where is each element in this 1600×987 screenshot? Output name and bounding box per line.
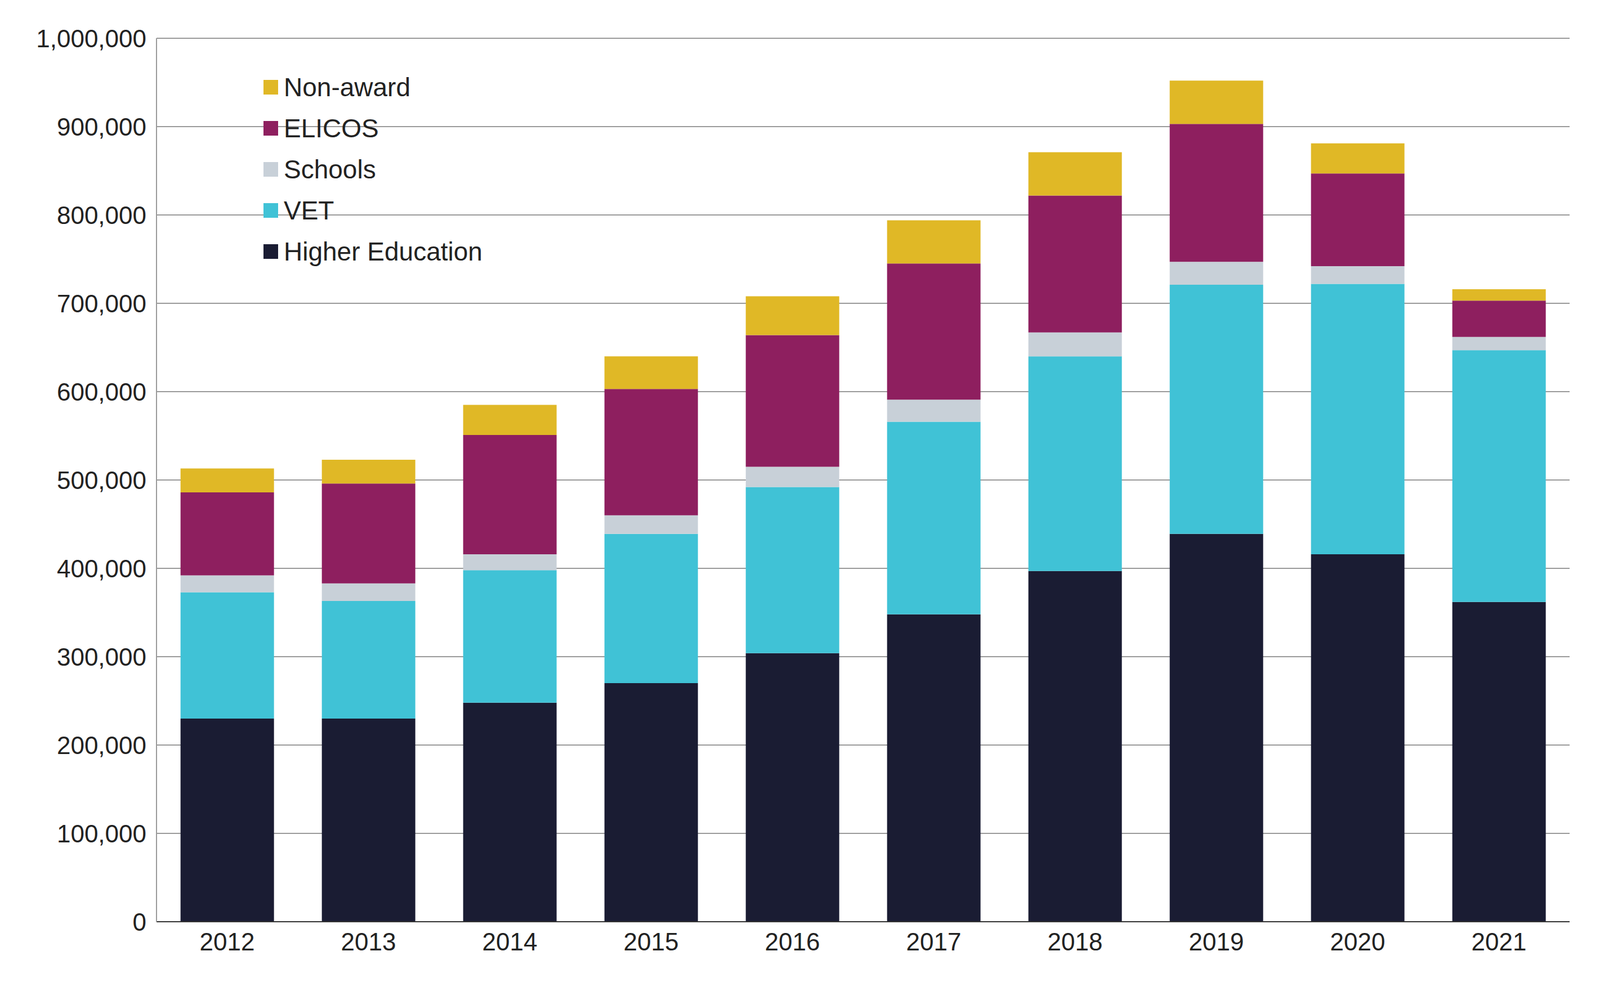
svg-text:0: 0 [132, 908, 147, 937]
svg-text:2012: 2012 [199, 928, 256, 956]
html-text:VET: VET [283, 195, 335, 225]
svg-text:1,000,000: 1,000,000 [36, 24, 147, 53]
html-text:ELICOS: ELICOS [283, 113, 379, 143]
svg-text:300,000: 300,000 [56, 643, 147, 672]
html-text:Higher Education: Higher Education [283, 236, 483, 267]
svg-text:2019: 2019 [1189, 928, 1245, 956]
svg-text:700,000: 700,000 [56, 289, 147, 318]
svg-text:400,000: 400,000 [56, 555, 147, 583]
svg-text:800,000: 800,000 [56, 201, 147, 230]
svg-text:2014: 2014 [482, 928, 538, 956]
svg-text:2016: 2016 [765, 928, 821, 956]
svg-text:2015: 2015 [623, 928, 679, 956]
svg-text:2017: 2017 [906, 928, 962, 956]
html-text:Schools: Schools [283, 154, 376, 184]
svg-text:2021: 2021 [1471, 928, 1527, 956]
svg-text:600,000: 600,000 [56, 378, 147, 406]
svg-text:100,000: 100,000 [56, 820, 147, 848]
svg-text:2013: 2013 [341, 928, 397, 956]
svg-text:2020: 2020 [1330, 928, 1386, 956]
svg-text:200,000: 200,000 [56, 731, 147, 760]
html-text:Non-award: Non-award [283, 72, 411, 102]
svg-text:900,000: 900,000 [56, 113, 147, 141]
svg-text:500,000: 500,000 [56, 466, 147, 495]
svg-text:2018: 2018 [1047, 928, 1103, 956]
